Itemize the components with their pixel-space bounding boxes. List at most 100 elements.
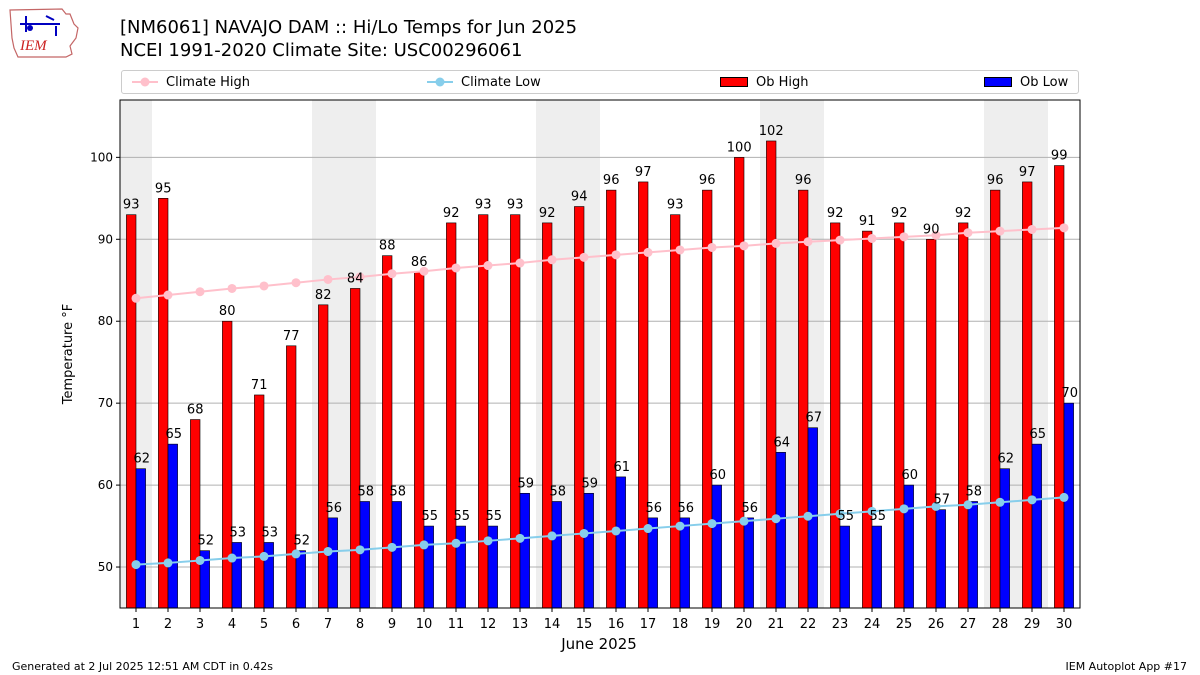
y-tick-label: 80 xyxy=(98,314,113,328)
climate-low-point xyxy=(195,555,205,565)
climate-low-point xyxy=(739,516,749,526)
ob-high-bar xyxy=(894,222,905,609)
climate-low-point xyxy=(835,509,845,519)
ob-high-value-label: 96 xyxy=(795,173,812,188)
ob-low-bar xyxy=(423,525,434,609)
ob-low-value-label: 65 xyxy=(1030,427,1047,442)
chart-title: [NM6061] NAVAJO DAM :: Hi/Lo Temps for J… xyxy=(120,17,578,38)
climate-high-point xyxy=(675,245,685,255)
ob-low-value-label: 62 xyxy=(998,452,1015,467)
x-tick-label: 26 xyxy=(928,617,945,632)
ob-low-bar xyxy=(903,484,914,609)
ob-low-bar xyxy=(519,492,530,609)
ob-low-value-label: 56 xyxy=(646,501,663,516)
x-tick-label: 12 xyxy=(480,617,497,632)
climate-high-point xyxy=(643,247,653,257)
ob-low-value-label: 59 xyxy=(518,476,535,491)
ob-low-value-label: 56 xyxy=(678,501,695,516)
legend-item-climate-low: Climate Low xyxy=(427,71,541,93)
ob-low-bar xyxy=(839,525,850,609)
climate-high-point xyxy=(803,237,813,247)
ob-low-value-label: 58 xyxy=(358,484,375,499)
ob-high-bar xyxy=(926,238,937,609)
ob-high-swatch-icon xyxy=(720,77,748,87)
ob-low-bar xyxy=(391,501,402,609)
x-tick-label: 6 xyxy=(292,617,300,632)
climate-high-point xyxy=(1027,224,1037,234)
x-tick-label: 10 xyxy=(416,617,433,632)
climate-high-point xyxy=(547,255,557,265)
chart-subtitle: NCEI 1991-2020 Climate Site: USC00296061 xyxy=(120,40,523,61)
climate-low-point xyxy=(131,560,141,570)
ob-low-value-label: 55 xyxy=(454,509,471,524)
ob-high-value-label: 92 xyxy=(539,206,556,221)
climate-low-point xyxy=(1027,495,1037,505)
y-tick-label: 70 xyxy=(98,396,113,410)
climate-high-point xyxy=(515,258,525,268)
legend-label: Ob High xyxy=(756,74,809,90)
x-tick-label: 18 xyxy=(672,617,689,632)
legend-label: Ob Low xyxy=(1020,74,1069,90)
ob-low-value-label: 53 xyxy=(262,525,279,540)
ob-low-bar xyxy=(679,517,690,609)
ob-high-value-label: 93 xyxy=(475,198,492,213)
x-tick-label: 29 xyxy=(1024,617,1041,632)
ob-high-value-label: 92 xyxy=(891,206,908,221)
x-tick-label: 15 xyxy=(576,617,593,632)
data-labels: 93 95 68 80 71 77 82 84 88 86 92 93 93 92 94 96 97 93 96 10… xyxy=(123,124,1078,549)
x-tick-label: 27 xyxy=(960,617,977,632)
climate-high-point xyxy=(195,287,205,297)
climate-high-line-icon xyxy=(132,77,158,87)
ob-low-value-label: 56 xyxy=(742,501,759,516)
ob-low-bar xyxy=(1031,443,1042,609)
ob-high-bar xyxy=(318,304,329,609)
climate-high-point xyxy=(771,238,781,248)
ob-high-value-label: 94 xyxy=(571,190,588,205)
x-tick-label: 13 xyxy=(512,617,529,632)
ob-low-value-label: 55 xyxy=(422,509,439,524)
climate-low-line-icon xyxy=(427,77,453,87)
x-tick-label: 22 xyxy=(800,617,817,632)
ob-high-bar xyxy=(670,214,681,609)
ob-high-bar xyxy=(414,271,425,609)
ob-low-value-label: 58 xyxy=(550,484,567,499)
ob-high-bar xyxy=(798,189,809,609)
climate-high-point xyxy=(387,269,397,279)
climate-low-point xyxy=(451,538,461,548)
x-tick-label: 2 xyxy=(164,617,172,632)
climate-high-point xyxy=(419,266,429,276)
ob-low-bar xyxy=(327,517,338,609)
iowa-map-icon: IEM xyxy=(9,8,79,58)
ob-high-value-label: 91 xyxy=(859,214,876,229)
ob-low-bar xyxy=(167,443,178,609)
ob-low-value-label: 65 xyxy=(166,427,183,442)
ob-high-bar xyxy=(990,189,1001,609)
ob-low-value-label: 61 xyxy=(614,460,631,475)
climate-low-point xyxy=(803,511,813,521)
ob-low-value-label: 60 xyxy=(902,468,919,483)
ob-high-bar xyxy=(190,419,201,609)
y-axis-label: Temperature °F xyxy=(61,304,76,405)
generated-timestamp: Generated at 2 Jul 2025 12:51 AM CDT in … xyxy=(12,660,273,673)
x-tick-label: 25 xyxy=(896,617,913,632)
ob-high-bar xyxy=(350,288,361,609)
ob-high-bar xyxy=(510,214,521,609)
climate-low-point xyxy=(547,531,557,541)
climate-high-point xyxy=(707,242,717,252)
ob-high-value-label: 77 xyxy=(283,329,300,344)
x-tick-label: 21 xyxy=(768,617,785,632)
ob-low-bar xyxy=(999,468,1010,609)
ob-high-value-label: 71 xyxy=(251,378,268,393)
ob-low-bar xyxy=(871,525,882,609)
x-tick-label: 28 xyxy=(992,617,1009,632)
x-tick-label: 7 xyxy=(324,617,332,632)
climate-low-point xyxy=(675,521,685,531)
y-tick-label: 60 xyxy=(98,478,113,492)
app-credit: IEM Autoplot App #17 xyxy=(1065,660,1188,673)
chart-legend: Climate High Climate Low Ob High Ob Low xyxy=(121,70,1079,94)
ob-high-value-label: 84 xyxy=(347,271,364,286)
climate-low-point xyxy=(867,506,877,516)
ob-high-value-label: 82 xyxy=(315,288,332,303)
legend-item-ob-high: Ob High xyxy=(720,71,809,93)
